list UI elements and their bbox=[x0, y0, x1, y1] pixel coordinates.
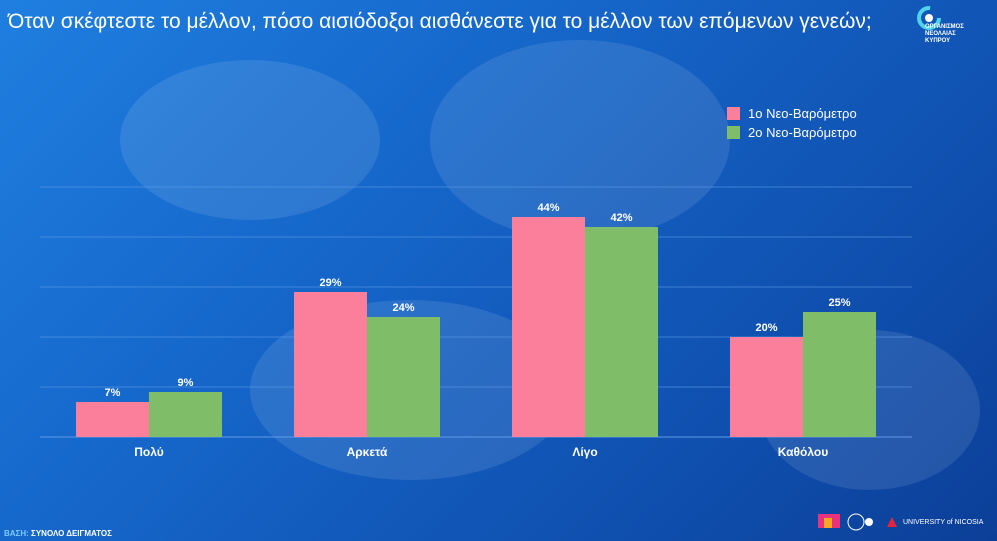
organization-logo-text: ΟΡΓΑΝΙΣΜΟΣ ΝΕΟΛΑΙΑΣ ΚΥΠΡΟΥ bbox=[925, 24, 964, 44]
data-label: 29% bbox=[319, 277, 341, 289]
category-label: Αρκετά bbox=[347, 445, 388, 459]
imr-logo bbox=[818, 512, 874, 532]
category-label: Καθόλου bbox=[778, 445, 828, 459]
legend-item-series-1: 1ο Νεο-Βαρόμετρο bbox=[727, 106, 857, 121]
bar-1 bbox=[512, 217, 585, 437]
bar-1 bbox=[294, 292, 367, 437]
bar-1 bbox=[76, 402, 149, 437]
unic-logo-text: UNIVERSITY of NICOSIA bbox=[903, 518, 984, 526]
background-shape bbox=[430, 40, 730, 240]
bar-1 bbox=[730, 337, 803, 437]
legend-label-series-2: 2ο Νεο-Βαρόμετρο bbox=[748, 125, 857, 140]
page-title: Όταν σκέφτεστε το μέλλον, πόσο αισιόδοξο… bbox=[8, 10, 872, 33]
data-label: 7% bbox=[105, 387, 121, 399]
bar-2 bbox=[367, 317, 440, 437]
footer-base-value: ΣΥΝΟΛΟ ΔΕΙΓΜΑΤΟΣ bbox=[31, 529, 112, 538]
legend-swatch-series-1 bbox=[727, 107, 740, 120]
category-label: Λίγο bbox=[572, 445, 597, 459]
unic-logo-icon bbox=[887, 517, 897, 527]
bar-2 bbox=[803, 312, 876, 437]
category-label: Πολύ bbox=[134, 445, 163, 459]
chart-legend: 1ο Νεο-Βαρόμετρο 2ο Νεο-Βαρόμετρο bbox=[727, 106, 857, 144]
imr-logo-icon bbox=[818, 513, 873, 531]
footer-base-key: ΒΑΣΗ: bbox=[4, 529, 29, 538]
bar-2 bbox=[149, 392, 222, 437]
footer-base-note: ΒΑΣΗ: ΣΥΝΟΛΟ ΔΕΙΓΜΑΤΟΣ bbox=[4, 529, 112, 538]
data-label: 25% bbox=[828, 297, 850, 309]
data-label: 24% bbox=[392, 302, 414, 314]
unic-logo: UNIVERSITY of NICOSIA bbox=[885, 513, 995, 531]
legend-swatch-series-2 bbox=[727, 126, 740, 139]
data-label: 20% bbox=[755, 322, 777, 334]
data-label: 44% bbox=[537, 202, 559, 214]
bar-2 bbox=[585, 227, 658, 437]
organization-logo bbox=[906, 5, 966, 49]
legend-label-series-1: 1ο Νεο-Βαρόμετρο bbox=[748, 106, 857, 121]
logo-ring-icon bbox=[917, 6, 941, 30]
legend-item-series-2: 2ο Νεο-Βαρόμετρο bbox=[727, 125, 857, 140]
data-label: 9% bbox=[178, 377, 194, 389]
background-shape bbox=[120, 60, 380, 220]
data-label: 42% bbox=[610, 212, 632, 224]
